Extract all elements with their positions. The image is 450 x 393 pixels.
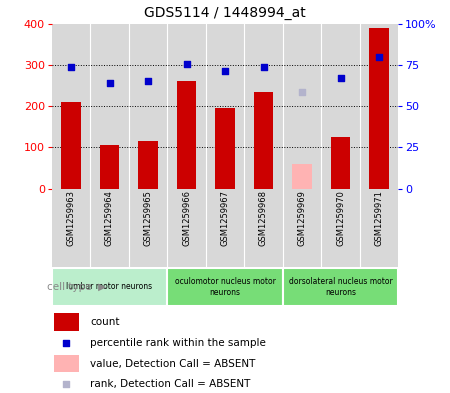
Bar [331,137,350,189]
Text: GSM1259968: GSM1259968 [259,190,268,246]
Bar [369,28,389,189]
Bar [61,102,81,189]
Text: cell type  ▶: cell type ▶ [47,282,106,292]
Bar [177,81,196,189]
Point [260,64,267,70]
Point [144,77,152,84]
Bar [100,145,119,189]
Point [221,68,229,75]
Point [183,61,190,67]
Point [63,340,70,346]
Bar [54,314,79,331]
Point [337,75,344,81]
Bar [254,92,273,189]
Text: dorsolateral nucleus motor
neurons: dorsolateral nucleus motor neurons [288,277,392,297]
Text: GSM1259964: GSM1259964 [105,190,114,246]
Text: percentile rank within the sample: percentile rank within the sample [90,338,266,348]
Bar [52,268,167,306]
Point [68,64,75,70]
Text: GSM1259963: GSM1259963 [67,190,76,246]
Text: GSM1259967: GSM1259967 [220,190,230,246]
Text: GSM1259965: GSM1259965 [144,190,153,246]
Point [375,53,382,60]
Text: GSM1259969: GSM1259969 [297,190,306,246]
Text: lumbar motor neurons: lumbar motor neurons [67,283,153,291]
Bar [216,108,234,189]
Point [298,89,306,95]
Title: GDS5114 / 1448994_at: GDS5114 / 1448994_at [144,6,306,20]
Point [63,381,70,387]
Text: oculomotor nucleus motor
neurons: oculomotor nucleus motor neurons [175,277,275,297]
Text: rank, Detection Call = ABSENT: rank, Detection Call = ABSENT [90,379,251,389]
Bar [167,268,283,306]
Bar [283,268,398,306]
Bar [292,164,311,189]
Bar [54,355,79,372]
Point [106,80,113,86]
Bar [139,141,158,189]
Text: count: count [90,317,120,327]
Text: GSM1259970: GSM1259970 [336,190,345,246]
Text: GSM1259971: GSM1259971 [374,190,383,246]
Text: value, Detection Call = ABSENT: value, Detection Call = ABSENT [90,358,256,369]
Text: GSM1259966: GSM1259966 [182,190,191,246]
